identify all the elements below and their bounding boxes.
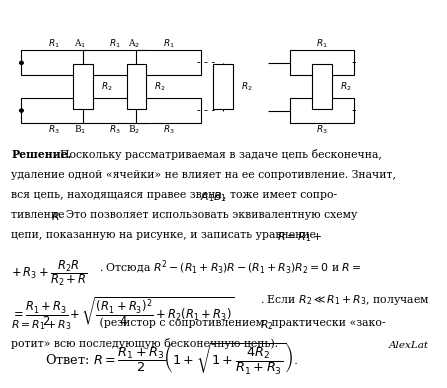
FancyBboxPatch shape bbox=[136, 98, 201, 123]
Text: $R_1$: $R_1$ bbox=[316, 37, 328, 50]
Text: B$_1$: B$_1$ bbox=[74, 124, 87, 136]
FancyBboxPatch shape bbox=[21, 50, 86, 75]
Text: $R_3$: $R_3$ bbox=[48, 124, 59, 136]
Circle shape bbox=[20, 109, 23, 112]
Text: тивление: тивление bbox=[11, 210, 68, 220]
Text: цепи, показанную на рисунке, и записать уравнение: цепи, показанную на рисунке, и записать … bbox=[11, 230, 320, 240]
Text: A$_1$: A$_1$ bbox=[74, 37, 87, 50]
Text: -: - bbox=[351, 104, 355, 117]
Text: - - -: - - - bbox=[197, 106, 215, 116]
Text: $=\dfrac{R_1+R_3}{2}+\sqrt{\dfrac{(R_1+R_3)^2}{4}+R_2(R_1+R_3)}$: $=\dfrac{R_1+R_3}{2}+\sqrt{\dfrac{(R_1+R… bbox=[11, 296, 234, 328]
Text: $R_1$: $R_1$ bbox=[48, 37, 59, 50]
FancyBboxPatch shape bbox=[73, 64, 93, 109]
Text: $R_3$: $R_3$ bbox=[163, 124, 174, 136]
Text: $R_2$: $R_2$ bbox=[241, 80, 253, 93]
Text: - - -: - - - bbox=[197, 58, 215, 68]
Text: $R_1$: $R_1$ bbox=[163, 37, 174, 50]
Text: $R_2$: $R_2$ bbox=[340, 80, 351, 93]
Text: . Если $R_2\ll R_1+R_3$, получаем: . Если $R_2\ll R_1+R_3$, получаем bbox=[260, 293, 430, 307]
Text: -: - bbox=[351, 56, 355, 69]
Text: $R$: $R$ bbox=[51, 210, 60, 222]
Text: , тоже имеет сопро-: , тоже имеет сопро- bbox=[223, 190, 337, 200]
Text: удаление одной «ячейки» не влияет на ее сопротивление. Значит,: удаление одной «ячейки» не влияет на ее … bbox=[11, 170, 396, 180]
Text: Поскольку рассматриваемая в задаче цепь бесконечна,: Поскольку рассматриваемая в задаче цепь … bbox=[60, 149, 382, 160]
Text: $R_2$: $R_2$ bbox=[154, 80, 166, 93]
Text: AlexLat: AlexLat bbox=[389, 341, 429, 350]
Text: $A_1B_1$: $A_1B_1$ bbox=[200, 190, 227, 204]
Text: . Отсюда $R^2-(R_1+R_3)R-(R_1+R_3)R_2=0$ и $R=$: . Отсюда $R^2-(R_1+R_3)R-(R_1+R_3)R_2=0$… bbox=[99, 258, 362, 277]
Text: $R_2$: $R_2$ bbox=[101, 80, 112, 93]
FancyBboxPatch shape bbox=[127, 64, 146, 109]
Text: вся цепь, находящаяся правее звена: вся цепь, находящаяся правее звена bbox=[11, 190, 225, 200]
Text: $R_3$: $R_3$ bbox=[316, 124, 328, 136]
Text: $R_2$: $R_2$ bbox=[260, 318, 274, 332]
Text: ротит» всю последующую бесконечную цепь).: ротит» всю последующую бесконечную цепь)… bbox=[11, 338, 278, 349]
Circle shape bbox=[20, 61, 23, 64]
FancyBboxPatch shape bbox=[83, 98, 147, 123]
FancyBboxPatch shape bbox=[290, 98, 354, 123]
Text: B$_2$: B$_2$ bbox=[128, 124, 140, 136]
Text: практически «зако-: практически «зако- bbox=[268, 318, 386, 328]
FancyBboxPatch shape bbox=[312, 64, 332, 109]
Text: $R_1$: $R_1$ bbox=[109, 37, 121, 50]
Text: $R=R_1+R_3$: $R=R_1+R_3$ bbox=[11, 318, 72, 332]
FancyBboxPatch shape bbox=[290, 50, 354, 75]
FancyBboxPatch shape bbox=[21, 98, 86, 123]
FancyBboxPatch shape bbox=[213, 64, 233, 109]
Text: Решение.: Решение. bbox=[11, 149, 72, 160]
Text: . Это позволяет использовать эквивалентную схему: . Это позволяет использовать эквивалентн… bbox=[59, 210, 358, 220]
FancyBboxPatch shape bbox=[83, 50, 147, 75]
Text: (резистор с сопротивлением: (резистор с сопротивлением bbox=[96, 318, 268, 328]
Text: $R_3$: $R_3$ bbox=[109, 124, 121, 136]
Text: $+\,R_3 + \dfrac{R_2R}{R_2+R}$: $+\,R_3 + \dfrac{R_2R}{R_2+R}$ bbox=[11, 258, 88, 288]
Text: A$_2$: A$_2$ bbox=[128, 37, 140, 50]
FancyBboxPatch shape bbox=[136, 50, 201, 75]
Text: Ответ: $R=\dfrac{R_1+R_3}{2}\!\left(1+\sqrt{1+\dfrac{4R_2}{R_1+R_3}}\right).$: Ответ: $R=\dfrac{R_1+R_3}{2}\!\left(1+\s… bbox=[45, 341, 298, 377]
Text: $R = R_1+$: $R = R_1+$ bbox=[277, 230, 323, 244]
